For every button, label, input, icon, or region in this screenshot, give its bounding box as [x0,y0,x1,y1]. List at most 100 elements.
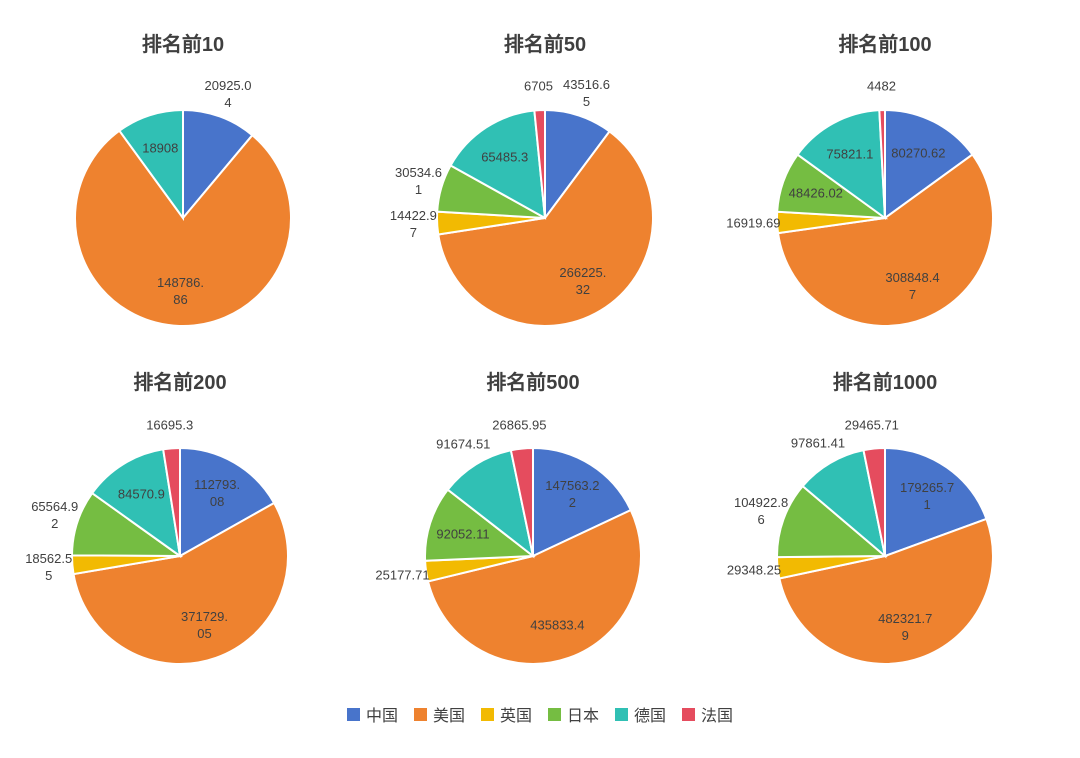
pie-svg [70,446,289,665]
slice-label: 371729. 05 [181,609,228,642]
legend-item-japan: 日本 [548,702,599,726]
pie-svg [424,446,642,665]
slice-label: 92052.11 [436,526,490,542]
pie-svg [776,108,994,327]
slice-label: 30534.6 1 [395,165,442,198]
chart-cell-top50: 排名前50 43516.6 5 266225. 32 14422.9 7 30534.… [370,10,720,360]
chart-title-top200: 排名前200 [133,372,227,394]
legend-item-uk: 英国 [480,702,532,726]
chart-cell-top200: 排名前200 112793. 08 371729. 05 18562.5 5 6556… [5,348,355,698]
pie-slice [801,448,887,559]
pie-slice [533,108,546,219]
pie-slice [878,108,886,219]
slice-label: 84570.9 [117,486,165,501]
slice-label: 308848.4 7 [885,270,940,303]
pie-plot-top100: 80270.62 308848.4 7 16919.69 48426.02 75821.… [710,60,1060,360]
chart-title-top50: 排名前50 [503,34,587,56]
slice-label: 65485.3 [481,149,529,165]
chart-cell-top100: 排名前100 80270.62 308848.4 7 16919.69 48426.0… [710,10,1060,360]
legend-label-france: 法国 [701,708,734,725]
pie-slice [509,446,534,557]
slice-label: 6705 [524,78,553,94]
legend-swatch-uk [480,707,494,721]
pie-plot-top200: 112793. 08 371729. 05 18562.5 5 65564.9 2 84… [5,398,355,698]
legend-swatch-usa [413,707,427,721]
slice-label: 112793. 08 [194,476,241,509]
legend-label-china: 中国 [365,708,398,725]
slice-label: 104922.8 6 [733,495,789,528]
slice-label: 16919.69 [726,215,781,231]
legend-swatch-japan [548,707,561,721]
slice-label: 80270.62 [891,145,946,161]
pie-slice [437,130,654,327]
pie-slice [179,446,276,558]
pie-slice [117,108,184,222]
slice-label: 26865.95 [492,417,547,433]
legend-label-usa: 美国 [432,708,465,725]
pie-slice [884,108,974,220]
pie-slice [778,517,994,665]
pie-slice [862,446,886,557]
slice-label: 97861.41 [790,435,846,451]
chart-cell-top500: 排名前500 147563.2 2 435833.4 25177.71 92052.1… [358,348,708,698]
pie-slice [776,153,994,327]
legend-label-japan: 日本 [567,708,600,725]
pie-slice [74,129,292,327]
legend-item-germany: 德国 [615,702,666,726]
slice-label: 147563.2 2 [545,478,600,510]
pie-slice [90,448,182,559]
slice-label: 18908 [142,140,179,156]
chart-cell-top1000: 排名前1000 179265.7 1 482321.7 9 29348.25 1049… [710,348,1060,698]
legend-item-china: 中国 [346,702,398,726]
pie-slice [424,488,536,562]
slice-label: 4482 [867,78,896,94]
legend-swatch-france [682,707,696,721]
chart-title-top1000: 排名前1000 [832,372,938,394]
legend: 中国 美国 英国 日本 德国 法国 [0,702,1080,726]
pie-svg [776,446,994,665]
chart-cell-top10: 排名前10 20925.0 4 148786. 86 18908 [8,10,358,360]
legend-label-uk: 英国 [499,708,532,725]
legend-item-usa: 美国 [413,702,465,726]
pie-slice [532,446,633,558]
pie-slice [72,501,289,665]
slice-label: 148786. 86 [157,275,204,308]
slice-label: 29348.25 [726,562,782,578]
slice-label: 75821.1 [826,146,874,161]
slice-label: 43516.6 5 [563,76,610,109]
pie-plot-top50: 43516.6 5 266225. 32 14422.9 7 30534.6 1 654… [370,60,720,360]
pie-svg [436,108,654,327]
pie-slice [796,109,887,221]
pie-slice [449,109,547,220]
legend-swatch-china [346,707,360,721]
slice-label: 29465.71 [844,417,899,433]
pie-slice [426,508,642,665]
pie-plot-top10: 20925.0 4 148786. 86 18908 [8,60,358,360]
slice-label: 18562.5 5 [25,550,73,583]
slice-label: 179265.7 1 [899,479,955,512]
slice-label: 482321.7 9 [878,610,933,643]
slice-label: 266225. 32 [559,264,607,297]
pie-slice [162,446,181,557]
legend-item-france: 法国 [682,702,733,726]
pie-svg [74,108,292,327]
slice-label: 16695.3 [146,417,194,433]
pie-slice [884,446,988,558]
slice-label: 91674.51 [436,436,491,452]
chart-title-top100: 排名前100 [838,34,932,56]
pie-slice [446,449,535,559]
pie-plot-top1000: 179265.7 1 482321.7 9 29348.25 104922.8 6 97… [710,398,1060,698]
slice-label: 48426.02 [788,185,843,201]
slice-label: 20925.0 4 [204,78,252,111]
slice-label: 14422.9 7 [389,208,437,241]
pie-plot-top500: 147563.2 2 435833.4 25177.71 92052.11 91674.… [358,398,708,698]
pie-slice [776,484,888,559]
chart-title-top10: 排名前10 [141,34,225,56]
chart-title-top500: 排名前500 [486,372,580,394]
pie-slice [182,108,254,221]
slice-label: 65564.9 2 [31,499,79,532]
legend-swatch-germany [615,707,629,721]
slice-label: 435833.4 [530,617,585,633]
slice-label: 25177.71 [375,567,430,582]
legend-label-germany: 德国 [634,708,667,725]
